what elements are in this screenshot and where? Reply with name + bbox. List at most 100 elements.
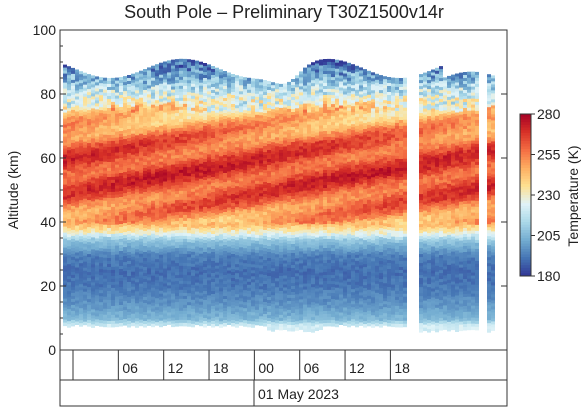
heatmap-cell [75,219,79,223]
heatmap-cell [271,283,275,287]
heatmap-cell [155,79,159,83]
heatmap-cell [223,131,227,135]
heatmap-cell [135,84,139,88]
heatmap-cell [187,236,191,240]
heatmap-cell [139,265,143,270]
heatmap-cell [247,101,251,106]
heatmap-cell [183,310,187,315]
heatmap-cell [211,210,215,214]
heatmap-cell [227,300,231,304]
heatmap-cell [135,252,139,256]
heatmap-cell [287,213,291,218]
heatmap-cell [227,90,231,94]
heatmap-cell [67,105,71,109]
heatmap-cell [91,225,95,229]
heatmap-cell [111,173,115,178]
heatmap-cell [283,272,287,276]
heatmap-cell [267,237,271,241]
heatmap-cell [131,322,135,327]
heatmap-cell [119,281,123,285]
heatmap-cell [231,323,235,327]
heatmap-cell [119,128,123,132]
heatmap-cell [111,188,115,193]
heatmap-cell [275,173,279,177]
heatmap-cell [171,182,175,187]
heatmap-cell [223,101,227,105]
heatmap-cell [259,283,263,287]
heatmap-cell [107,216,111,220]
heatmap-cell [67,279,71,283]
heatmap-cell [231,287,235,291]
heatmap-cell [111,212,115,217]
heatmap-cell [143,117,147,121]
heatmap-cell [203,222,207,226]
heatmap-cell [283,164,287,168]
heatmap-cell [231,98,235,102]
heatmap-cell [135,114,139,118]
heatmap-cell [79,299,83,303]
heatmap-cell [283,314,287,318]
heatmap-cell [127,234,131,238]
heatmap-cell [211,270,215,274]
heatmap-cell [99,155,103,159]
heatmap-cell [179,310,183,315]
heatmap-cell [147,193,151,197]
heatmap-cell [215,307,219,312]
heatmap-cell [147,235,151,239]
heatmap-cell [163,151,167,155]
heatmap-cell [123,94,127,98]
heatmap-cell [271,292,275,296]
heatmap-cell [251,141,255,145]
heatmap-cell [279,242,283,247]
heatmap-cell [111,194,115,199]
heatmap-cell [291,295,295,299]
heatmap-cell [99,203,103,207]
heatmap-cell [199,223,203,228]
heatmap-cell [67,150,71,154]
heatmap-cell [211,135,215,139]
heatmap-cell [71,241,75,246]
heatmap-cell [155,157,159,161]
heatmap-cell [83,294,87,299]
heatmap-cell [135,309,139,313]
heatmap-cell [119,218,123,222]
heatmap-cell [135,186,139,190]
heatmap-cell [115,260,119,265]
heatmap-cell [163,145,167,149]
heatmap-cell [287,282,291,287]
heatmap-cell [63,202,67,207]
heatmap-cell [251,144,255,148]
heatmap-cell [143,96,147,100]
heatmap-cell [151,122,155,127]
heatmap-cell [275,206,279,210]
heatmap-cell [127,219,131,223]
heatmap-cell [127,162,131,166]
heatmap-cell [147,187,151,191]
heatmap-cell [239,262,243,266]
heatmap-cell [147,118,151,122]
heatmap-cell [179,139,183,144]
heatmap-cell [235,219,239,223]
heatmap-cell [87,173,91,177]
heatmap-cell [267,189,271,193]
heatmap-cell [247,305,251,310]
heatmap-cell [187,287,191,291]
heatmap-cell [131,124,135,129]
heatmap-cell [275,221,279,225]
heatmap-cell [67,306,71,310]
heatmap-cell [167,168,171,172]
heatmap-cell [147,115,151,119]
heatmap-cell [215,67,219,72]
heatmap-cell [155,298,159,302]
heatmap-cell [167,87,171,91]
heatmap-cell [199,298,203,303]
heatmap-cell [183,61,187,66]
heatmap-cell [167,243,171,247]
heatmap-cell [255,276,259,281]
heatmap-cell [163,241,167,245]
heatmap-cell [215,319,219,324]
heatmap-cell [175,284,179,288]
heatmap-cell [195,237,199,242]
heatmap-cell [95,190,99,194]
heatmap-cell [123,217,127,221]
